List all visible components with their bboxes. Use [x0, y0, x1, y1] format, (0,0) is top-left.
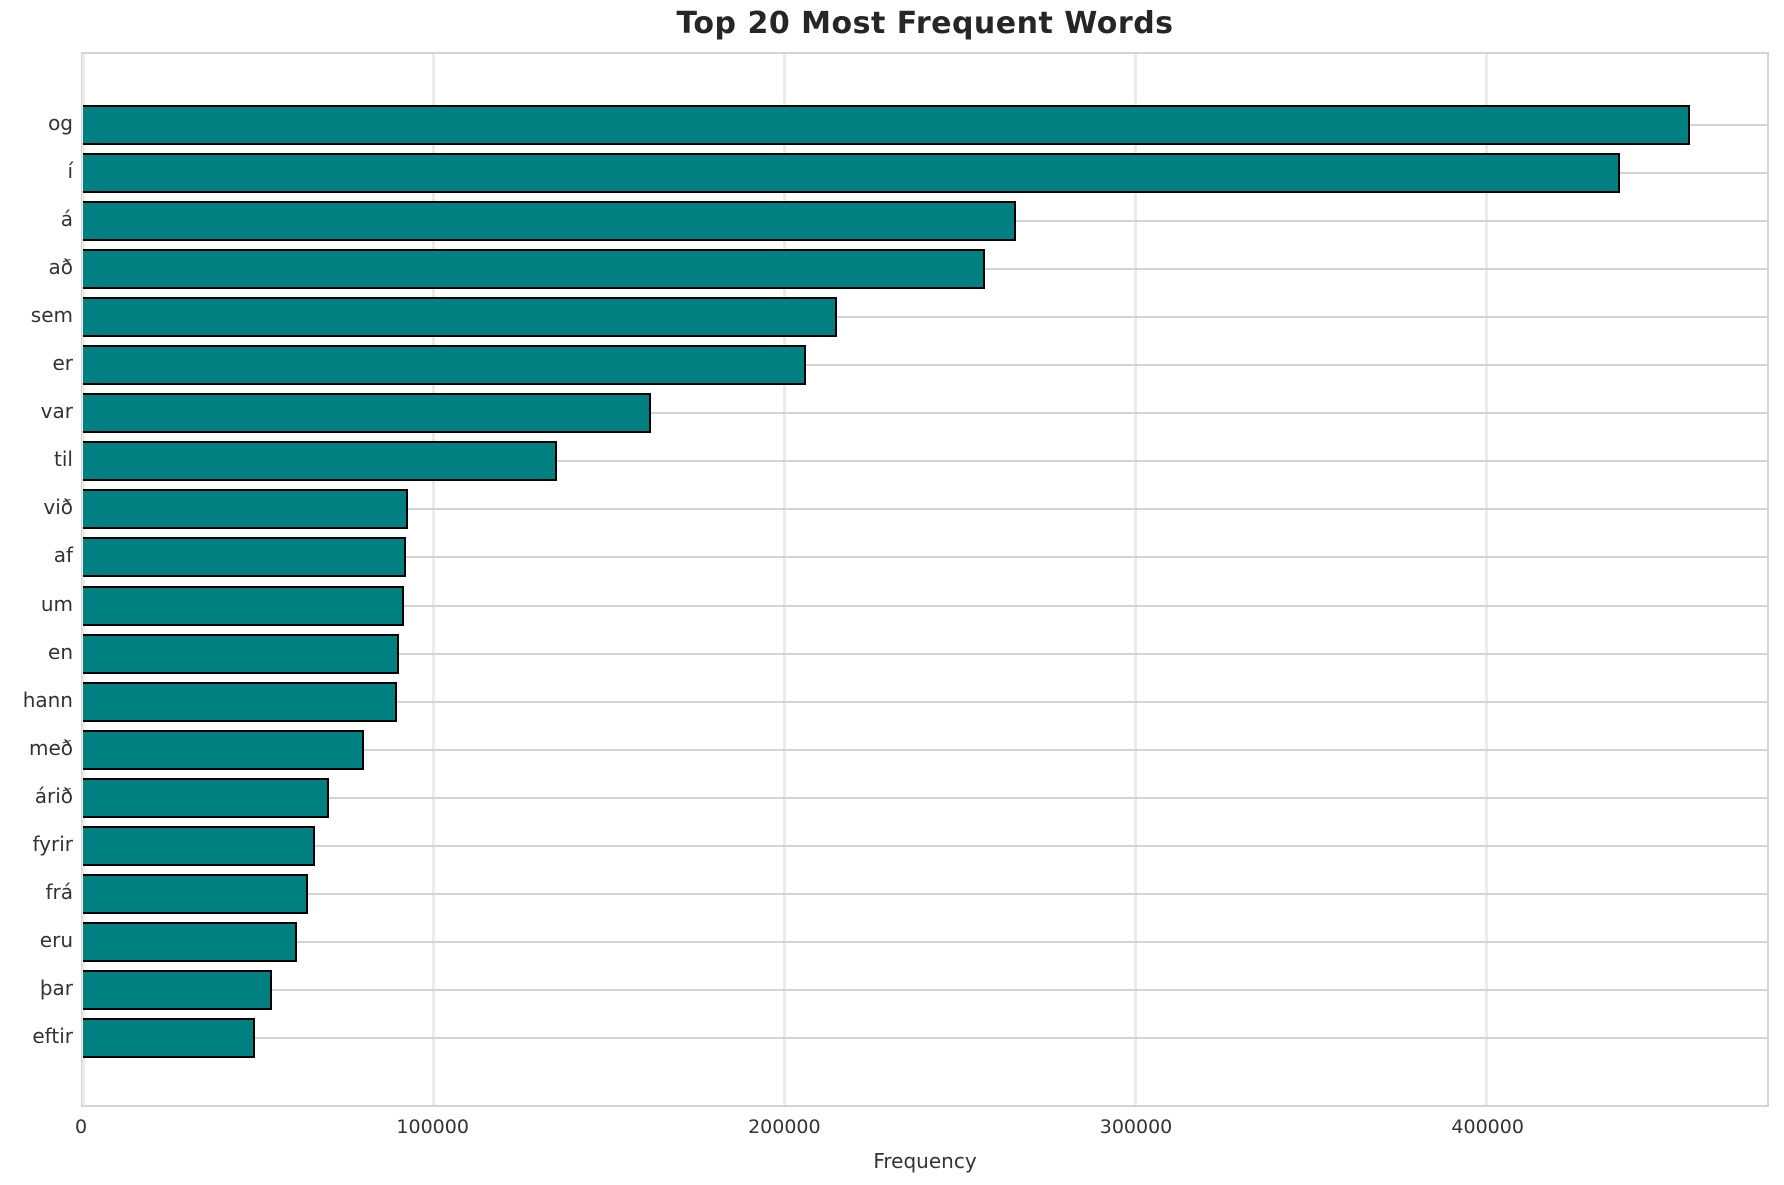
y-tick-label: til [54, 447, 73, 472]
x-gridline [1134, 54, 1137, 1105]
y-gridline [83, 1036, 1767, 1039]
y-tick-label: þar [39, 975, 73, 1000]
y-gridline [83, 748, 1767, 751]
y-tick-label: fyrir [32, 831, 73, 856]
bar-hann [83, 681, 397, 722]
y-gridline [83, 844, 1767, 847]
bar-til [83, 441, 557, 482]
y-gridline [83, 940, 1767, 943]
x-tick-label: 300000 [1099, 1116, 1173, 1138]
bar-en [83, 633, 399, 674]
y-gridline [83, 652, 1767, 655]
bar-var [83, 393, 652, 434]
y-tick-label: eftir [32, 1023, 73, 1048]
x-gridline [432, 54, 436, 1105]
y-gridline [83, 460, 1767, 463]
y-gridline [83, 508, 1767, 511]
bar-með [83, 729, 364, 770]
bar-í [83, 153, 1620, 194]
bar-sem [83, 297, 838, 338]
y-gridline [83, 988, 1767, 991]
y-gridline [83, 604, 1767, 607]
bar-þar [83, 969, 273, 1010]
bar-er [83, 345, 806, 386]
y-gridline [83, 796, 1767, 799]
bar-að [83, 249, 985, 290]
y-tick-label: af [53, 543, 73, 568]
bar-fyrir [83, 825, 315, 866]
y-gridline [83, 364, 1767, 367]
x-gridline [783, 54, 787, 1105]
x-tick-label: 100000 [396, 1116, 469, 1138]
x-gridline [1484, 54, 1488, 1105]
y-tick-label: í [67, 159, 73, 184]
y-tick-label: eru [39, 927, 73, 952]
y-tick-label: á [60, 207, 73, 232]
y-gridline [83, 556, 1767, 559]
y-tick-label: er [52, 351, 73, 376]
x-tick-label: 400000 [1451, 1116, 1524, 1138]
bar-og [83, 105, 1690, 146]
y-tick-label: árið [34, 783, 73, 808]
y-tick-label: en [48, 639, 73, 664]
y-tick-label: að [48, 255, 74, 280]
bar-á [83, 201, 1017, 242]
bar-árið [83, 777, 329, 818]
x-tick-label: 0 [74, 1116, 88, 1138]
y-tick-label: var [40, 399, 73, 424]
y-gridline [83, 316, 1767, 319]
y-tick-label: sem [30, 303, 73, 328]
x-tick-label: 200000 [748, 1116, 821, 1138]
chart-title: Top 20 Most Frequent Words [676, 6, 1174, 41]
bar-frá [83, 873, 308, 914]
plot-area [81, 52, 1769, 1107]
bar-eru [83, 921, 297, 962]
bar-af [83, 537, 406, 578]
y-gridline [83, 700, 1767, 703]
x-axis-label: Frequency [873, 1149, 977, 1173]
y-tick-label: við [43, 495, 73, 520]
bar-eftir [83, 1017, 255, 1058]
bar-við [83, 489, 408, 530]
y-tick-label: og [48, 111, 73, 136]
y-gridline [83, 412, 1767, 415]
y-gridline [83, 892, 1767, 895]
y-tick-label: frá [45, 879, 73, 904]
bar-um [83, 585, 404, 626]
y-tick-label: um [40, 591, 73, 616]
y-tick-label: hann [22, 687, 73, 712]
y-tick-label: með [28, 735, 73, 760]
x-gridline [81, 54, 85, 1105]
